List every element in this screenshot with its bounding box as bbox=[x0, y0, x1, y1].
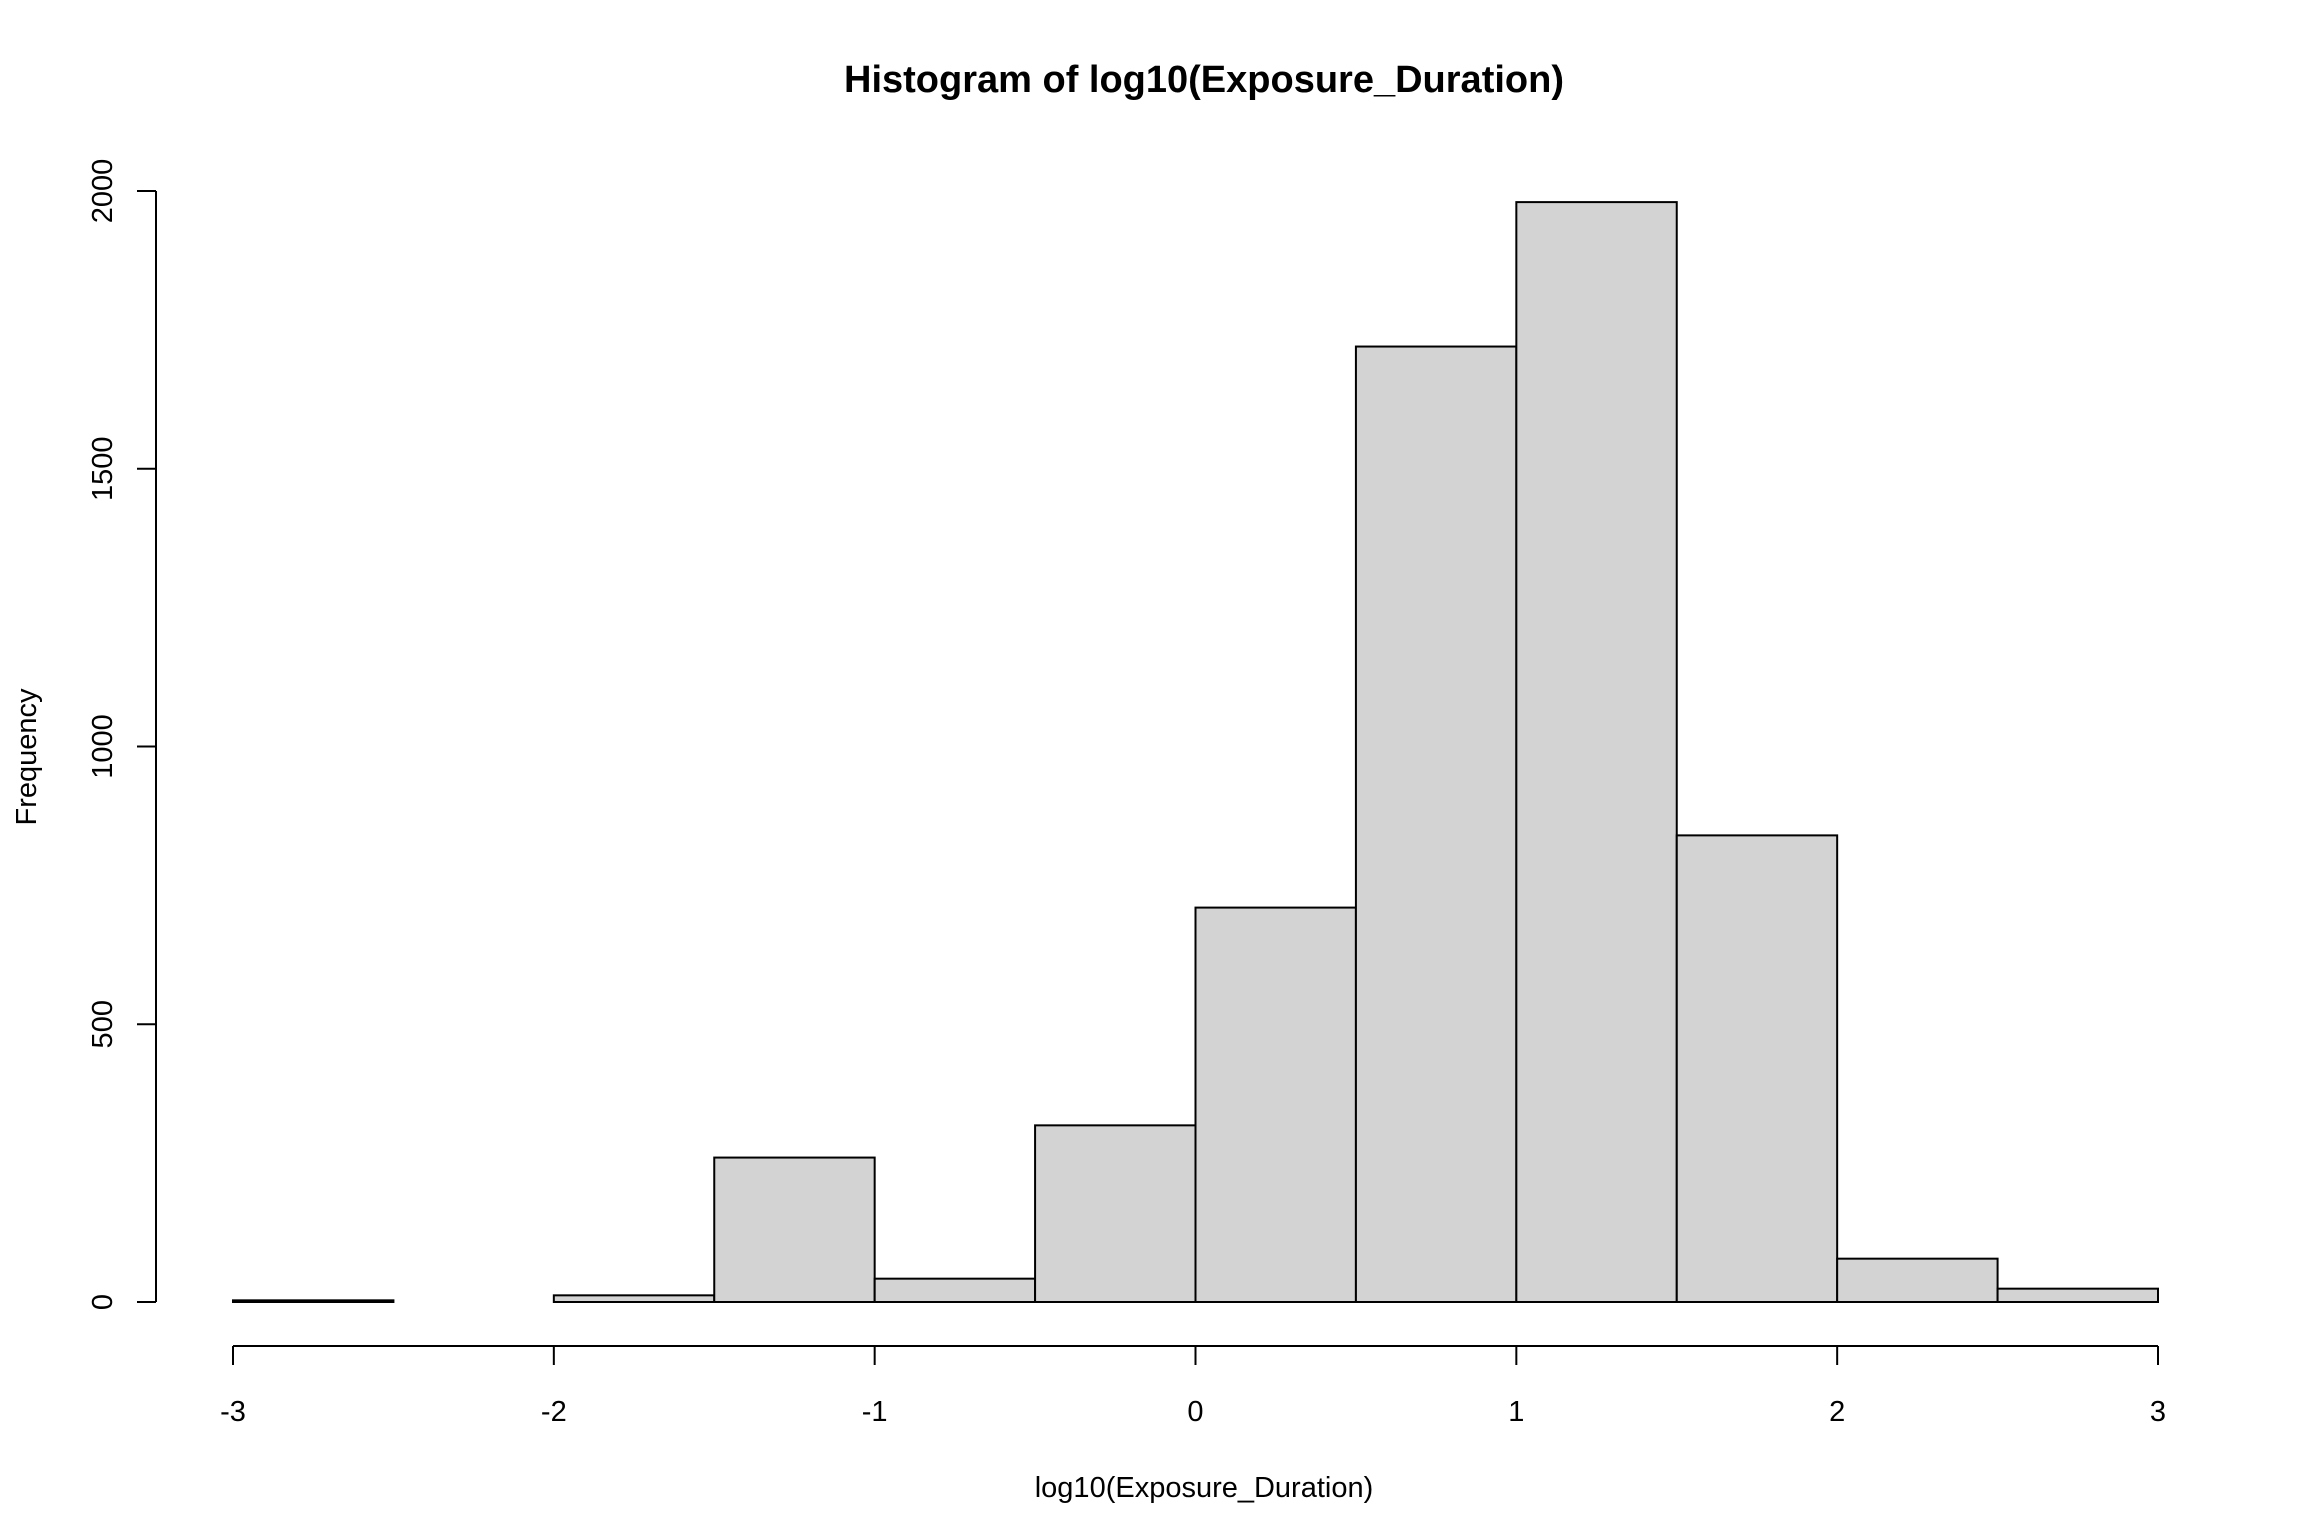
x-axis: -3 -2 -1 0 1 2 3 bbox=[220, 1345, 2166, 1428]
histogram-bar bbox=[1194, 906, 1357, 1303]
chart-title: Histogram of log10(Exposure_Duration) bbox=[844, 59, 1564, 101]
x-tick-label: 2 bbox=[1829, 1396, 1845, 1428]
x-tick-label: 1 bbox=[1508, 1396, 1524, 1428]
y-tick-label: 1500 bbox=[87, 436, 119, 501]
bars-group bbox=[232, 201, 2160, 1304]
histogram-bar bbox=[1675, 834, 1839, 1303]
histogram-bar bbox=[1034, 1124, 1197, 1303]
histogram-bar bbox=[713, 1156, 876, 1303]
x-tick-label: -3 bbox=[220, 1396, 246, 1428]
y-tick-label: 0 bbox=[87, 1294, 119, 1310]
y-axis-label: Frequency bbox=[11, 688, 43, 826]
y-tick-label: 1000 bbox=[87, 714, 119, 779]
histogram-bar bbox=[1354, 345, 1518, 1304]
histogram-bar bbox=[1836, 1257, 1999, 1304]
histogram-bar bbox=[1515, 201, 1678, 1304]
x-tick-label: 3 bbox=[2150, 1396, 2166, 1428]
histogram-bar bbox=[552, 1294, 716, 1303]
histogram-bar bbox=[1996, 1287, 2160, 1303]
y-tick-label: 500 bbox=[87, 1000, 119, 1048]
histogram-bar bbox=[232, 1299, 395, 1303]
x-tick-label: 0 bbox=[1187, 1396, 1203, 1428]
x-axis-label: log10(Exposure_Duration) bbox=[1035, 1472, 1374, 1504]
y-axis: 0 500 1000 1500 2000 bbox=[87, 159, 157, 1310]
x-tick-label: -1 bbox=[862, 1396, 888, 1428]
histogram-bar bbox=[873, 1277, 1037, 1303]
y-tick-label: 2000 bbox=[87, 159, 119, 224]
x-tick-label: -2 bbox=[541, 1396, 567, 1428]
